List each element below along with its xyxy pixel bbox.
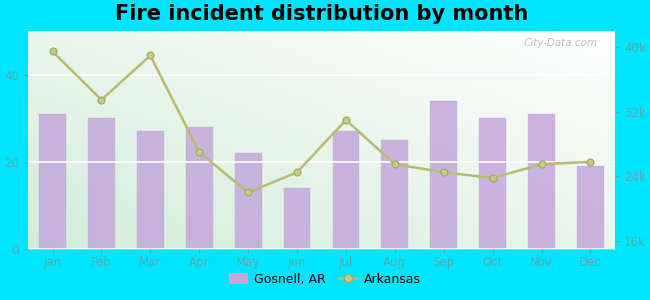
Bar: [577, 166, 604, 249]
Text: City-Data.com: City-Data.com: [523, 38, 597, 48]
Bar: [88, 118, 115, 249]
Bar: [528, 114, 555, 249]
Bar: [137, 131, 164, 249]
Legend: Gosnell, AR, Arkansas: Gosnell, AR, Arkansas: [224, 268, 426, 291]
Bar: [333, 131, 359, 249]
Bar: [186, 127, 213, 249]
Bar: [235, 153, 261, 249]
Bar: [382, 140, 408, 249]
Title: Fire incident distribution by month: Fire incident distribution by month: [115, 4, 528, 24]
Bar: [283, 188, 311, 249]
Bar: [39, 114, 66, 249]
Bar: [479, 118, 506, 249]
Bar: [430, 101, 457, 249]
